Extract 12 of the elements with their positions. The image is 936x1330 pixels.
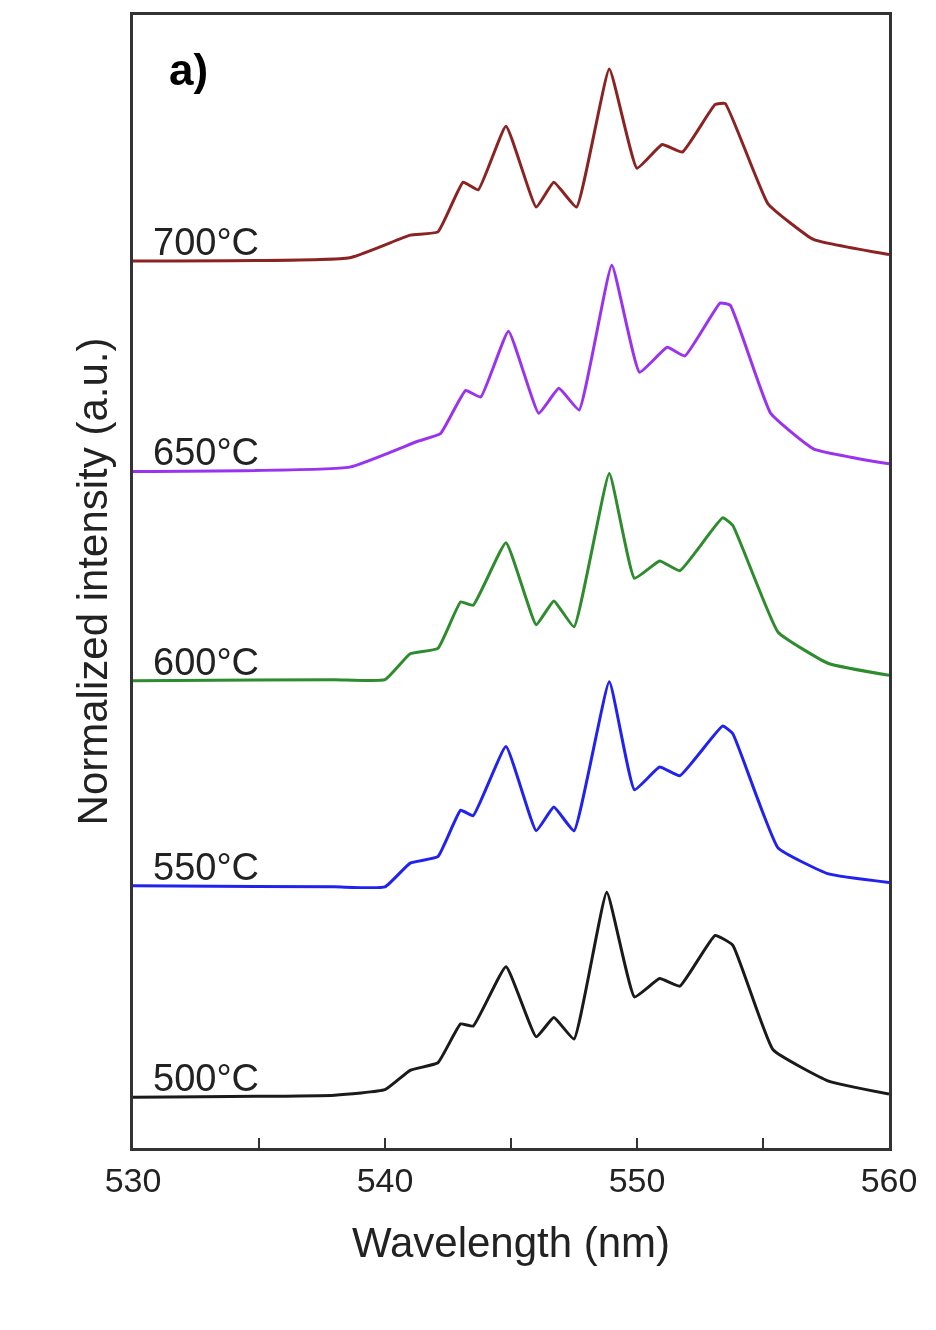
series-label: 550°C bbox=[153, 846, 260, 888]
series-label: 600°C bbox=[153, 641, 260, 683]
x-tick-label: 540 bbox=[356, 1160, 414, 1199]
x-tick-label: 560 bbox=[860, 1160, 918, 1199]
y-axis-title: Normalized intensity (a.u.) bbox=[68, 337, 116, 826]
series-label: 650°C bbox=[153, 431, 260, 473]
series-label: 500°C bbox=[153, 1057, 260, 1099]
x-tick-label: 550 bbox=[608, 1160, 666, 1199]
series-label: 700°C bbox=[153, 221, 260, 263]
x-axis-title: Wavelength (nm) bbox=[351, 1218, 671, 1266]
x-tick-label: 530 bbox=[104, 1160, 162, 1199]
annotation: a) bbox=[169, 45, 209, 94]
